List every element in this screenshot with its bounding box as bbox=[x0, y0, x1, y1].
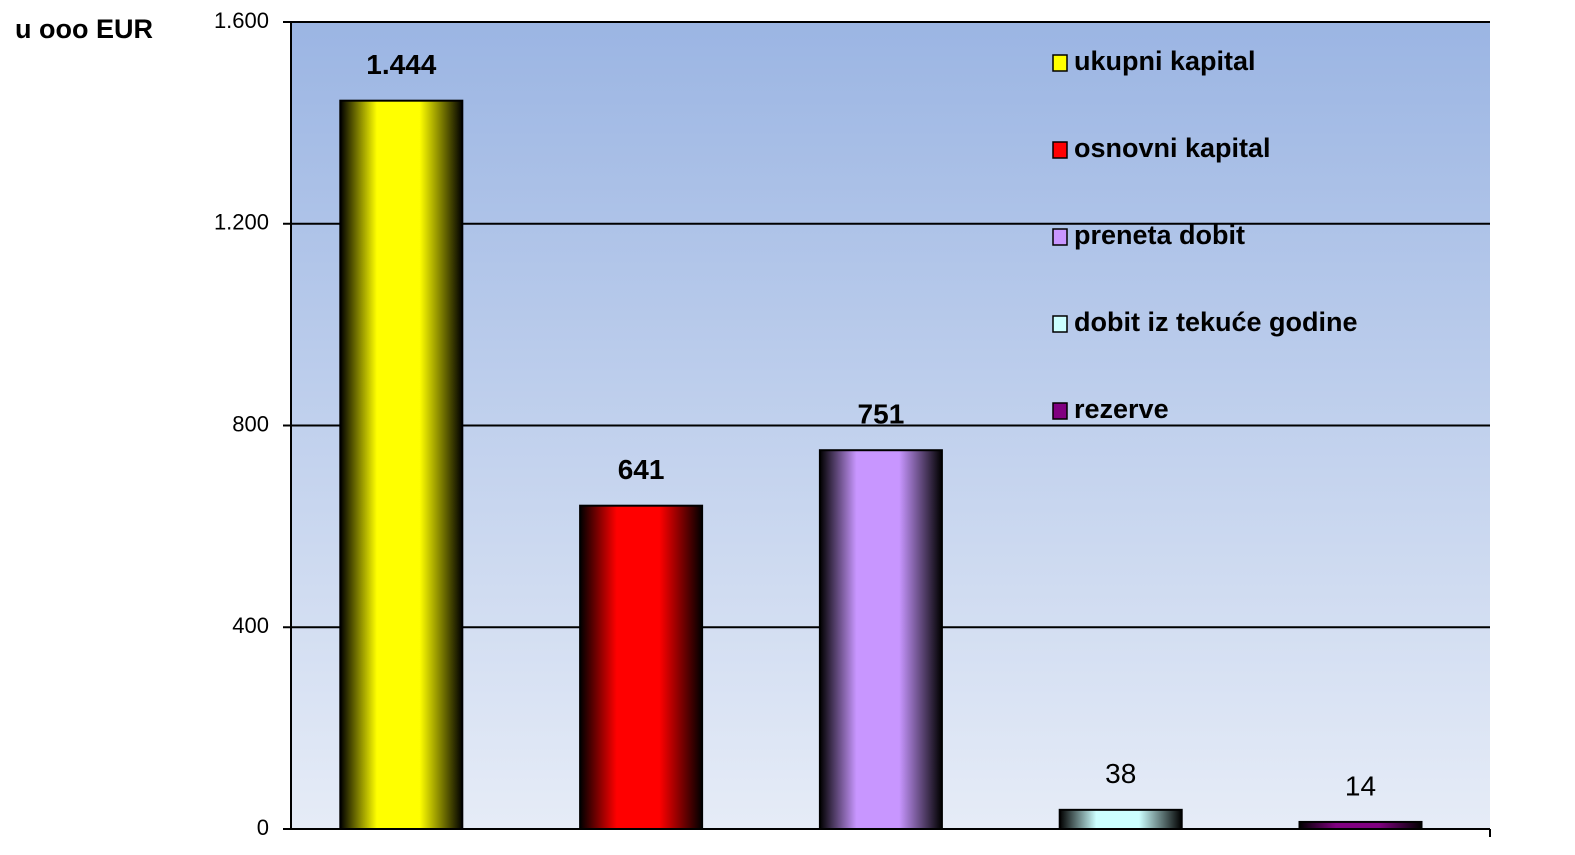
legend-label: osnovni kapital bbox=[1074, 133, 1271, 163]
y-tick-label: 0 bbox=[257, 815, 269, 840]
data-label: 641 bbox=[618, 454, 665, 485]
data-label: 14 bbox=[1345, 770, 1376, 801]
legend-label: ukupni kapital bbox=[1074, 46, 1256, 76]
bar bbox=[1058, 808, 1183, 830]
bar bbox=[339, 99, 464, 831]
data-label: 1.444 bbox=[366, 49, 436, 80]
y-tick-label: 400 bbox=[232, 613, 269, 638]
legend-swatch bbox=[1052, 402, 1068, 420]
bar bbox=[579, 504, 704, 830]
legend-label: rezerve bbox=[1074, 394, 1169, 424]
legend-swatch bbox=[1052, 54, 1068, 72]
data-label: 38 bbox=[1105, 758, 1136, 789]
y-tick-label: 1.200 bbox=[214, 210, 269, 235]
y-axis-label: u ooo EUR bbox=[15, 14, 153, 44]
legend-swatch bbox=[1052, 315, 1068, 333]
y-tick-label: 800 bbox=[232, 411, 269, 436]
legend-swatch bbox=[1052, 228, 1068, 246]
legend-swatch bbox=[1052, 141, 1068, 159]
legend-label: preneta dobit bbox=[1074, 220, 1245, 250]
y-tick-label: 1.600 bbox=[214, 8, 269, 33]
data-label: 751 bbox=[858, 399, 905, 430]
bar bbox=[818, 449, 943, 830]
bar bbox=[1298, 820, 1423, 830]
legend-label: dobit iz tekuće godine bbox=[1074, 307, 1358, 337]
